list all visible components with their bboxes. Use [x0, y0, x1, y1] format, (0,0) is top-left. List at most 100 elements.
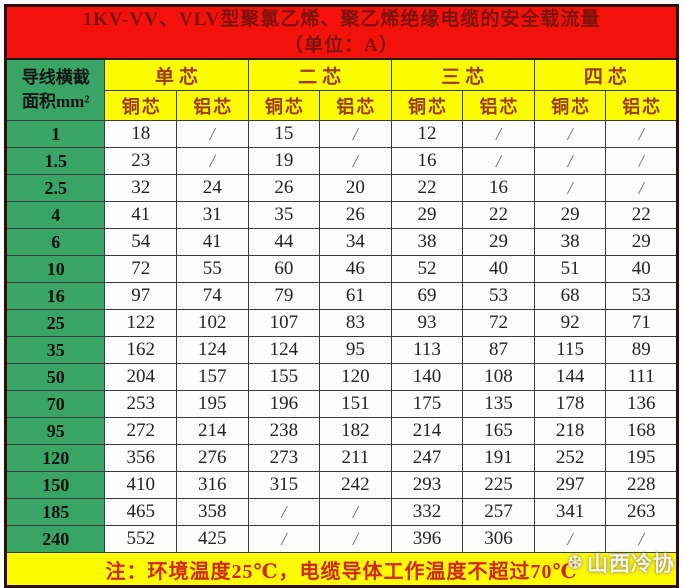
- value-cell: 34: [319, 228, 392, 257]
- value-cell: 115: [533, 336, 607, 365]
- value-cell: /: [319, 498, 392, 527]
- size-cell: 185: [4, 498, 106, 527]
- title-line-2: （单位：A）: [284, 34, 399, 56]
- value-cell: 35: [247, 201, 321, 230]
- table-row: 1 18 / 15 / 12 / / /: [4, 120, 678, 149]
- value-cell: 54: [104, 228, 178, 257]
- value-cell: 44: [247, 228, 321, 257]
- sub-header-copper: 铜芯: [247, 90, 321, 122]
- value-cell: 425: [176, 525, 249, 554]
- value-cell: 218: [533, 417, 607, 446]
- value-cell: 40: [605, 255, 678, 284]
- value-cell: 16: [462, 174, 535, 203]
- value-cell: /: [462, 147, 535, 176]
- table-row: 25 122 102 107 83 93 72 92 71: [4, 309, 678, 338]
- group-header-three-core: 三芯: [390, 58, 535, 92]
- value-cell: 19: [247, 147, 321, 176]
- value-cell: 29: [533, 201, 607, 230]
- size-cell: 4: [4, 201, 106, 230]
- size-cell: 150: [4, 471, 106, 500]
- value-cell: 225: [462, 471, 535, 500]
- value-cell: 140: [390, 363, 464, 392]
- value-cell: 263: [605, 498, 678, 527]
- corner-header-cross-section: 导线横截 面积mm²: [4, 58, 106, 122]
- value-cell: 157: [176, 363, 249, 392]
- value-cell: 111: [605, 363, 678, 392]
- value-cell: 41: [176, 228, 249, 257]
- table-row: 1.5 23 / 19 / 16 / / /: [4, 147, 678, 176]
- value-cell: /: [247, 498, 321, 527]
- table-row: 120 356 276 273 211 247 191 252 195: [4, 444, 678, 473]
- sub-header-aluminum: 铝芯: [176, 90, 249, 122]
- group-header-two-core: 二芯: [247, 58, 392, 92]
- value-cell: 238: [247, 417, 321, 446]
- value-cell: /: [319, 525, 392, 554]
- value-cell: 72: [104, 255, 178, 284]
- value-cell: 68: [533, 282, 607, 311]
- value-cell: 124: [176, 336, 249, 365]
- value-cell: 247: [390, 444, 464, 473]
- value-cell: 182: [319, 417, 392, 446]
- value-cell: 135: [462, 390, 535, 419]
- value-cell: 214: [390, 417, 464, 446]
- capacity-table: 1KV-VV、VLV型聚氯乙烯、聚乙烯绝缘电缆的安全载流量 （单位：A） 导线横…: [4, 4, 679, 588]
- value-cell: 196: [247, 390, 321, 419]
- table-row: 150 410 316 315 242 293 225 297 228: [4, 471, 678, 500]
- table-row: 16 97 74 79 61 69 53 68 53: [4, 282, 678, 311]
- value-cell: 410: [104, 471, 178, 500]
- value-cell: /: [605, 174, 678, 203]
- table-body: 1 18 / 15 / 12 / / / 1.5 23 / 19 / 16 / …: [4, 120, 678, 554]
- value-cell: /: [176, 147, 249, 176]
- group-header-four-core: 四芯: [533, 58, 679, 92]
- sub-header-aluminum: 铝芯: [462, 90, 535, 122]
- value-cell: 272: [104, 417, 178, 446]
- value-cell: 53: [605, 282, 678, 311]
- size-cell: 2.5: [4, 174, 106, 203]
- value-cell: 211: [319, 444, 392, 473]
- value-cell: 465: [104, 498, 178, 527]
- value-cell: 29: [462, 228, 535, 257]
- value-cell: 61: [319, 282, 392, 311]
- value-cell: 71: [605, 309, 678, 338]
- value-cell: 55: [176, 255, 249, 284]
- size-cell: 6: [4, 228, 106, 257]
- value-cell: 276: [176, 444, 249, 473]
- table-row: 2.5 32 24 26 20 22 16 / /: [4, 174, 678, 203]
- value-cell: /: [605, 120, 678, 149]
- table-row: 95 272 214 238 182 214 165 218 168: [4, 417, 678, 446]
- value-cell: 195: [176, 390, 249, 419]
- value-cell: 107: [247, 309, 321, 338]
- value-cell: 18: [104, 120, 178, 149]
- value-cell: 273: [247, 444, 321, 473]
- table-title: 1KV-VV、VLV型聚氯乙烯、聚乙烯绝缘电缆的安全载流量 （单位：A）: [5, 5, 678, 61]
- value-cell: 22: [605, 201, 678, 230]
- value-cell: 40: [462, 255, 535, 284]
- value-cell: 24: [176, 174, 249, 203]
- value-cell: 358: [176, 498, 249, 527]
- value-cell: 315: [247, 471, 321, 500]
- table-row: 6 54 41 44 34 38 29 38 29: [4, 228, 678, 257]
- value-cell: 144: [533, 363, 607, 392]
- value-cell: 122: [104, 309, 178, 338]
- value-cell: 257: [462, 498, 535, 527]
- value-cell: 89: [605, 336, 678, 365]
- value-cell: 87: [462, 336, 535, 365]
- value-cell: 242: [319, 471, 392, 500]
- value-cell: 38: [533, 228, 607, 257]
- value-cell: 93: [390, 309, 464, 338]
- value-cell: 12: [390, 120, 464, 149]
- sub-header-copper: 铜芯: [104, 90, 178, 122]
- size-cell: 16: [4, 282, 106, 311]
- value-cell: 341: [533, 498, 607, 527]
- table-row: 4 41 31 35 26 29 22 29 22: [4, 201, 678, 230]
- size-cell: 70: [4, 390, 106, 419]
- value-cell: /: [462, 120, 535, 149]
- note-row: 注：环境温度25℃，电缆导体工作温度不超过70℃: [5, 552, 678, 588]
- value-cell: 120: [319, 363, 392, 392]
- value-cell: 113: [390, 336, 464, 365]
- size-cell: 25: [4, 309, 106, 338]
- value-cell: 297: [533, 471, 607, 500]
- value-cell: 74: [176, 282, 249, 311]
- value-cell: /: [176, 120, 249, 149]
